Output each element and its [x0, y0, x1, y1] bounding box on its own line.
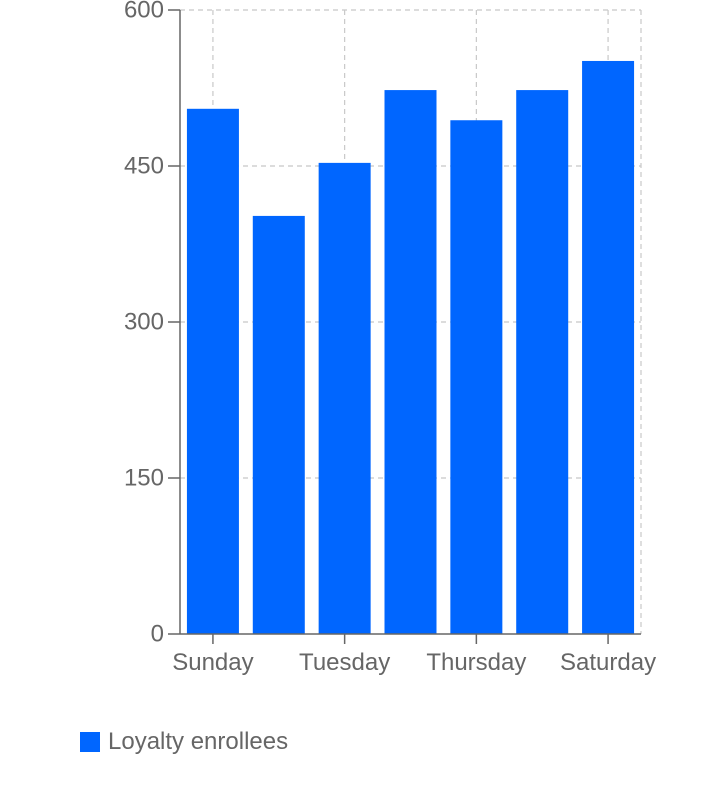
y-tick-label: 600 [124, 0, 164, 24]
bar-monday [252, 215, 305, 635]
y-tick-labels: 0 150 300 450 600 [124, 0, 180, 648]
bars [186, 60, 635, 635]
bar-thursday [450, 120, 503, 635]
bar-chart: 0 150 300 450 600 Sunday Tuesday Thursday Satur… [124, 0, 656, 676]
y-tick-label: 450 [124, 153, 164, 180]
legend: Loyalty enrollees [80, 728, 288, 756]
bar-saturday [582, 60, 635, 634]
legend-label: Loyalty enrollees [108, 728, 289, 755]
bar-tuesday [318, 162, 371, 634]
x-tick-label: Thursday [426, 649, 526, 676]
x-tick-label: Tuesday [299, 649, 390, 676]
y-tick-label: 150 [124, 465, 164, 492]
x-tick-label: Saturday [560, 649, 656, 676]
x-tick-labels: Sunday Tuesday Thursday Saturday [172, 634, 656, 676]
y-tick-label: 300 [124, 309, 164, 336]
bar-friday [516, 90, 569, 634]
y-tick-label: 0 [151, 621, 164, 648]
bar-wednesday [384, 90, 437, 634]
x-tick-label: Sunday [172, 649, 253, 676]
bar-sunday [186, 108, 239, 635]
legend-swatch [80, 732, 100, 752]
